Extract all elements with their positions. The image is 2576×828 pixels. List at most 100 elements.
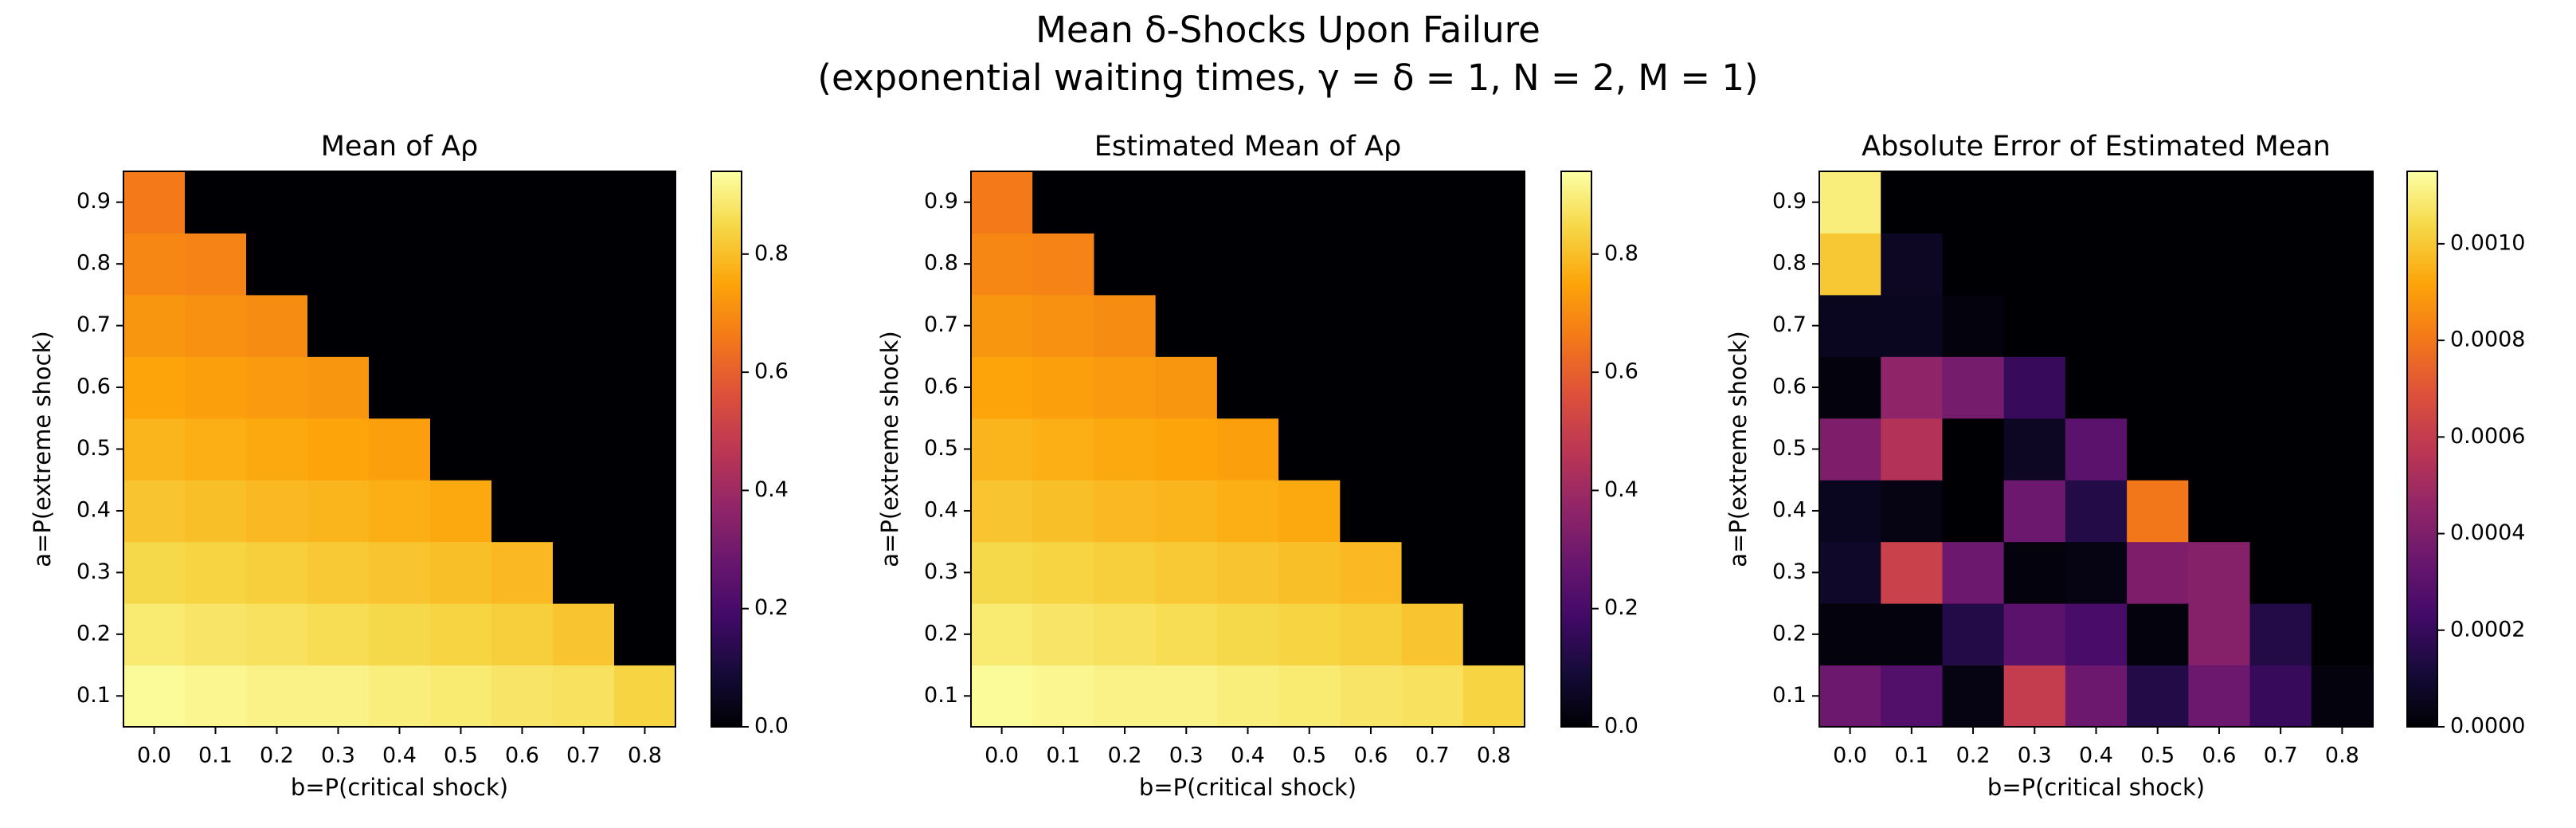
- heatmap-cell: [1340, 603, 1403, 666]
- heatmap-cell: [185, 603, 247, 666]
- colorbar-step: [711, 190, 742, 194]
- heatmap-cell: [1401, 603, 1464, 666]
- heatmap-cell: [2127, 294, 2189, 357]
- heatmap-cell: [1155, 418, 1218, 481]
- heatmap-cell: [1278, 603, 1341, 666]
- heatmap-cell: [1881, 665, 1943, 728]
- colorbar-step: [1561, 554, 1591, 559]
- colorbar-step: [1561, 232, 1591, 236]
- colorbar-step: [711, 252, 742, 256]
- heatmap-cell: [491, 294, 554, 357]
- heatmap-cell: [430, 665, 492, 728]
- colorbar-step: [1561, 176, 1591, 181]
- colorbar-step: [1561, 640, 1591, 645]
- colorbar-step: [1561, 293, 1591, 297]
- colorbar-step: [711, 218, 742, 222]
- heatmap-cell: [2003, 356, 2066, 419]
- colorbar-step: [1561, 290, 1591, 294]
- colorbar-step: [711, 543, 742, 547]
- colorbar-step: [1561, 224, 1591, 228]
- y-tick-label: 0.5: [1772, 436, 1807, 461]
- heatmap-cell: [185, 233, 247, 296]
- x-tick-label: 0.7: [1415, 744, 1450, 768]
- heatmap-cell: [2249, 294, 2312, 357]
- heatmap-cell: [2127, 665, 2189, 728]
- heatmap-cell: [1401, 294, 1464, 357]
- colorbar-step: [711, 621, 742, 625]
- colorbar-step: [2407, 660, 2437, 664]
- figure-subtitle: (exponential waiting times, γ = δ = 1, N…: [817, 57, 1758, 99]
- colorbar-step: [711, 421, 742, 425]
- colorbar-step: [1561, 288, 1591, 292]
- colorbar-step: [1561, 618, 1591, 622]
- colorbar-step: [711, 376, 742, 380]
- heatmap-cell: [185, 418, 247, 481]
- colorbar-step: [711, 651, 742, 655]
- colorbar-step: [2407, 638, 2437, 642]
- heatmap-cell: [553, 418, 615, 481]
- colorbar-step: [711, 512, 742, 516]
- colorbar-frame: [2406, 171, 2438, 728]
- colorbar-step: [2407, 568, 2437, 572]
- heatmap-cell: [246, 541, 308, 604]
- heatmap-cell: [1819, 541, 1881, 604]
- colorbar-step: [711, 615, 742, 619]
- colorbar-step: [711, 379, 742, 383]
- colorbar-step: [711, 585, 742, 589]
- colorbar-step: [1561, 685, 1591, 689]
- colorbar-step: [711, 215, 742, 219]
- colorbar-step: [2407, 215, 2437, 219]
- colorbar-step: [711, 415, 742, 419]
- x-tick-label: 0.6: [2202, 744, 2236, 768]
- heatmap-cell: [369, 541, 431, 604]
- colorbar-step: [1561, 355, 1591, 359]
- colorbar-step: [1561, 335, 1591, 339]
- colorbar-step: [1561, 671, 1591, 675]
- colorbar-step: [711, 338, 742, 342]
- colorbar-step: [1561, 568, 1591, 572]
- colorbar-step: [2407, 368, 2437, 372]
- heatmap-cell: [185, 294, 247, 357]
- colorbar-step: [2407, 198, 2437, 202]
- heatmap-cell: [553, 294, 615, 357]
- heatmap-cell: [2003, 233, 2066, 296]
- colorbar-step: [711, 668, 742, 672]
- heatmap-cell: [2311, 603, 2374, 666]
- colorbar-tick-label: 0.4: [754, 477, 789, 502]
- heatmap-cell: [2249, 171, 2312, 233]
- colorbar-step: [2407, 582, 2437, 586]
- colorbar-step: [1561, 213, 1591, 217]
- colorbar-step: [2407, 607, 2437, 611]
- heatmap-cell: [1881, 418, 1943, 481]
- colorbar-step: [1561, 277, 1591, 281]
- colorbar-step: [1561, 585, 1591, 589]
- colorbar-step: [1561, 579, 1591, 583]
- colorbar-step: [2407, 493, 2437, 497]
- colorbar-step: [2407, 332, 2437, 336]
- heatmap-cell: [1881, 294, 1943, 357]
- colorbar-step: [1561, 624, 1591, 628]
- heatmap-cell: [491, 233, 554, 296]
- colorbar-step: [2407, 529, 2437, 533]
- colorbar-step: [2407, 718, 2437, 722]
- colorbar-step: [2407, 421, 2437, 425]
- colorbar-step: [711, 634, 742, 639]
- heatmap-cell: [307, 665, 370, 728]
- colorbar-step: [1561, 649, 1591, 653]
- colorbar-step: [1561, 677, 1591, 681]
- colorbar-step: [711, 329, 742, 333]
- x-tick-label: 0.7: [566, 744, 601, 768]
- colorbar-step: [2407, 634, 2437, 639]
- colorbar-step: [2407, 241, 2437, 245]
- colorbar-step: [711, 224, 742, 228]
- colorbar-step: [711, 202, 742, 206]
- colorbar-step: [2407, 218, 2437, 222]
- colorbar-step: [1561, 546, 1591, 550]
- colorbar-step: [1561, 696, 1591, 700]
- heatmap-cell: [1155, 603, 1218, 666]
- y-tick-label: 0.8: [924, 251, 958, 276]
- colorbar-step: [711, 551, 742, 555]
- colorbar-step: [711, 538, 742, 542]
- colorbar-step: [711, 277, 742, 281]
- colorbar-step: [1561, 485, 1591, 489]
